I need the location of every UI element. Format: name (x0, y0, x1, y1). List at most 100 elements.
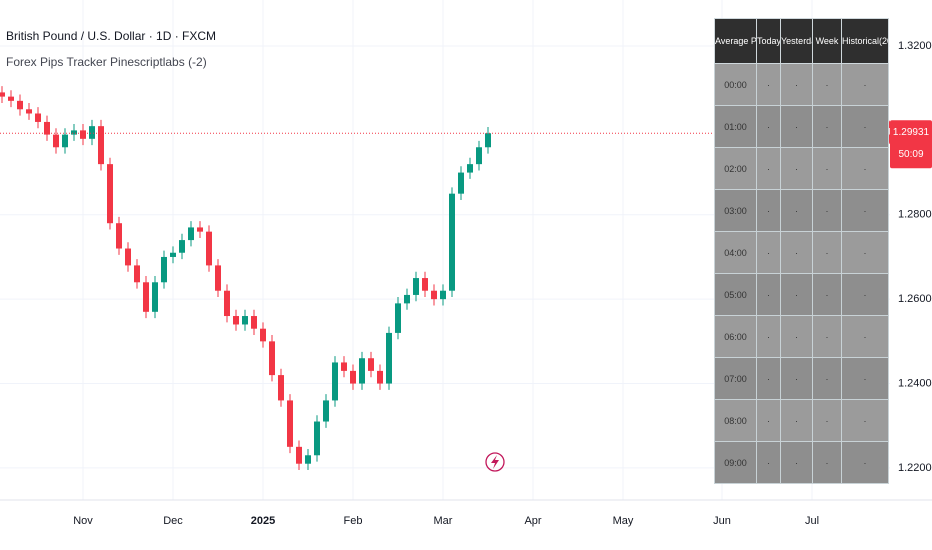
table-row: 01:00 · · · · (714, 105, 889, 148)
chart-title: British Pound / U.S. Dollar · 1D · FXCM (6, 29, 216, 43)
candle-body (8, 96, 14, 101)
candle-body (458, 172, 464, 194)
candle-body (404, 294, 410, 304)
candle-body (269, 341, 275, 376)
candle-body (314, 421, 320, 456)
candle-body (98, 126, 104, 165)
candle-body (224, 290, 230, 317)
candle-body (431, 290, 437, 300)
cell: · (756, 273, 781, 316)
cell: · (780, 147, 813, 190)
hour-cell: 06:00 (714, 315, 757, 358)
hour-cell: 09:00 (714, 441, 757, 484)
candle-body (17, 100, 23, 110)
column-header: Historical(200) (841, 18, 889, 64)
candle-body (206, 231, 212, 266)
table-row: 04:00 · · · · (714, 231, 889, 274)
candle-body (35, 113, 41, 122)
candle-body (161, 256, 167, 283)
cell: · (841, 231, 889, 274)
candle-body (377, 370, 383, 384)
cell: · (780, 315, 813, 358)
cell: · (841, 315, 889, 358)
candle-body (467, 164, 473, 173)
hour-cell: 02:00 (714, 147, 757, 190)
cell: · (780, 399, 813, 442)
x-tick-label: Feb (344, 515, 363, 527)
y-tick-label: 1.26000 (898, 293, 932, 305)
candle-body (251, 316, 257, 329)
cell: · (812, 105, 842, 148)
cell: · (756, 399, 781, 442)
candle-body (26, 109, 32, 114)
cell: · (756, 105, 781, 148)
candle-body (107, 164, 113, 224)
candle-body (368, 358, 374, 371)
candle-body (476, 147, 482, 165)
x-tick-label: Jun (713, 515, 731, 527)
column-header: Today (756, 18, 781, 64)
cell: · (756, 63, 781, 106)
candle-body (287, 400, 293, 447)
cell: · (841, 273, 889, 316)
candle-body (332, 362, 338, 401)
y-tick-label: 1.32000 (898, 40, 932, 52)
indicator-name: Forex Pips Tracker Pinescriptlabs (-2) (6, 55, 207, 69)
cell: · (812, 231, 842, 274)
candle-body (305, 455, 311, 464)
candle-body (296, 446, 302, 464)
candle-body (80, 130, 86, 139)
candle-body (422, 278, 428, 291)
x-tick-label: Nov (73, 515, 93, 527)
cell: · (812, 273, 842, 316)
table-row: 00:00 · · · · (714, 63, 889, 106)
cell: · (812, 399, 842, 442)
hour-cell: 00:00 (714, 63, 757, 106)
candle-body (53, 134, 59, 148)
hour-cell: 01:00 (714, 105, 757, 148)
candle-body (0, 92, 5, 97)
candle-body (197, 227, 203, 232)
candle-body (260, 328, 266, 342)
table-row: 07:00 · · · · (714, 357, 889, 400)
price-label-bg (890, 120, 932, 169)
candle-body (125, 248, 131, 266)
cell: · (756, 357, 781, 400)
table-row: 06:00 · · · · (714, 315, 889, 358)
x-tick-label: Apr (524, 515, 541, 527)
cell: · (841, 105, 889, 148)
cell: · (812, 441, 842, 484)
cell: · (780, 441, 813, 484)
x-tick-label: May (613, 515, 634, 527)
x-tick-label: 2025 (251, 515, 275, 527)
candle-body (350, 370, 356, 384)
cell: · (812, 147, 842, 190)
candle-body (215, 265, 221, 291)
column-header: Yesterday (780, 18, 813, 64)
cell: · (756, 189, 781, 232)
table-row: 05:00 · · · · (714, 273, 889, 316)
candle-body (44, 121, 50, 135)
cell: · (812, 189, 842, 232)
table-row: 09:00 · · · · (714, 441, 889, 484)
column-header: Average Pips (714, 18, 757, 64)
candle-body (188, 227, 194, 241)
cell: · (841, 63, 889, 106)
candle-body (152, 282, 158, 312)
cell: · (812, 357, 842, 400)
candle-body (440, 290, 446, 300)
cell: · (812, 315, 842, 358)
table-row: 03:00 · · · · (714, 189, 889, 232)
cell: · (756, 315, 781, 358)
table-header: Average PipsTodayYesterdayWeekHistorical… (714, 18, 889, 64)
candle-body (278, 375, 284, 401)
candle-body (143, 282, 149, 312)
cell: · (780, 273, 813, 316)
cell: · (780, 357, 813, 400)
hour-cell: 07:00 (714, 357, 757, 400)
cell: · (841, 189, 889, 232)
cell: · (756, 441, 781, 484)
y-tick-label: 1.24000 (898, 377, 932, 389)
candle-body (242, 316, 248, 325)
